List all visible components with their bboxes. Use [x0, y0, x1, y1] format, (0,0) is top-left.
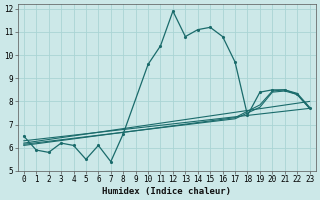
X-axis label: Humidex (Indice chaleur): Humidex (Indice chaleur) [102, 187, 231, 196]
